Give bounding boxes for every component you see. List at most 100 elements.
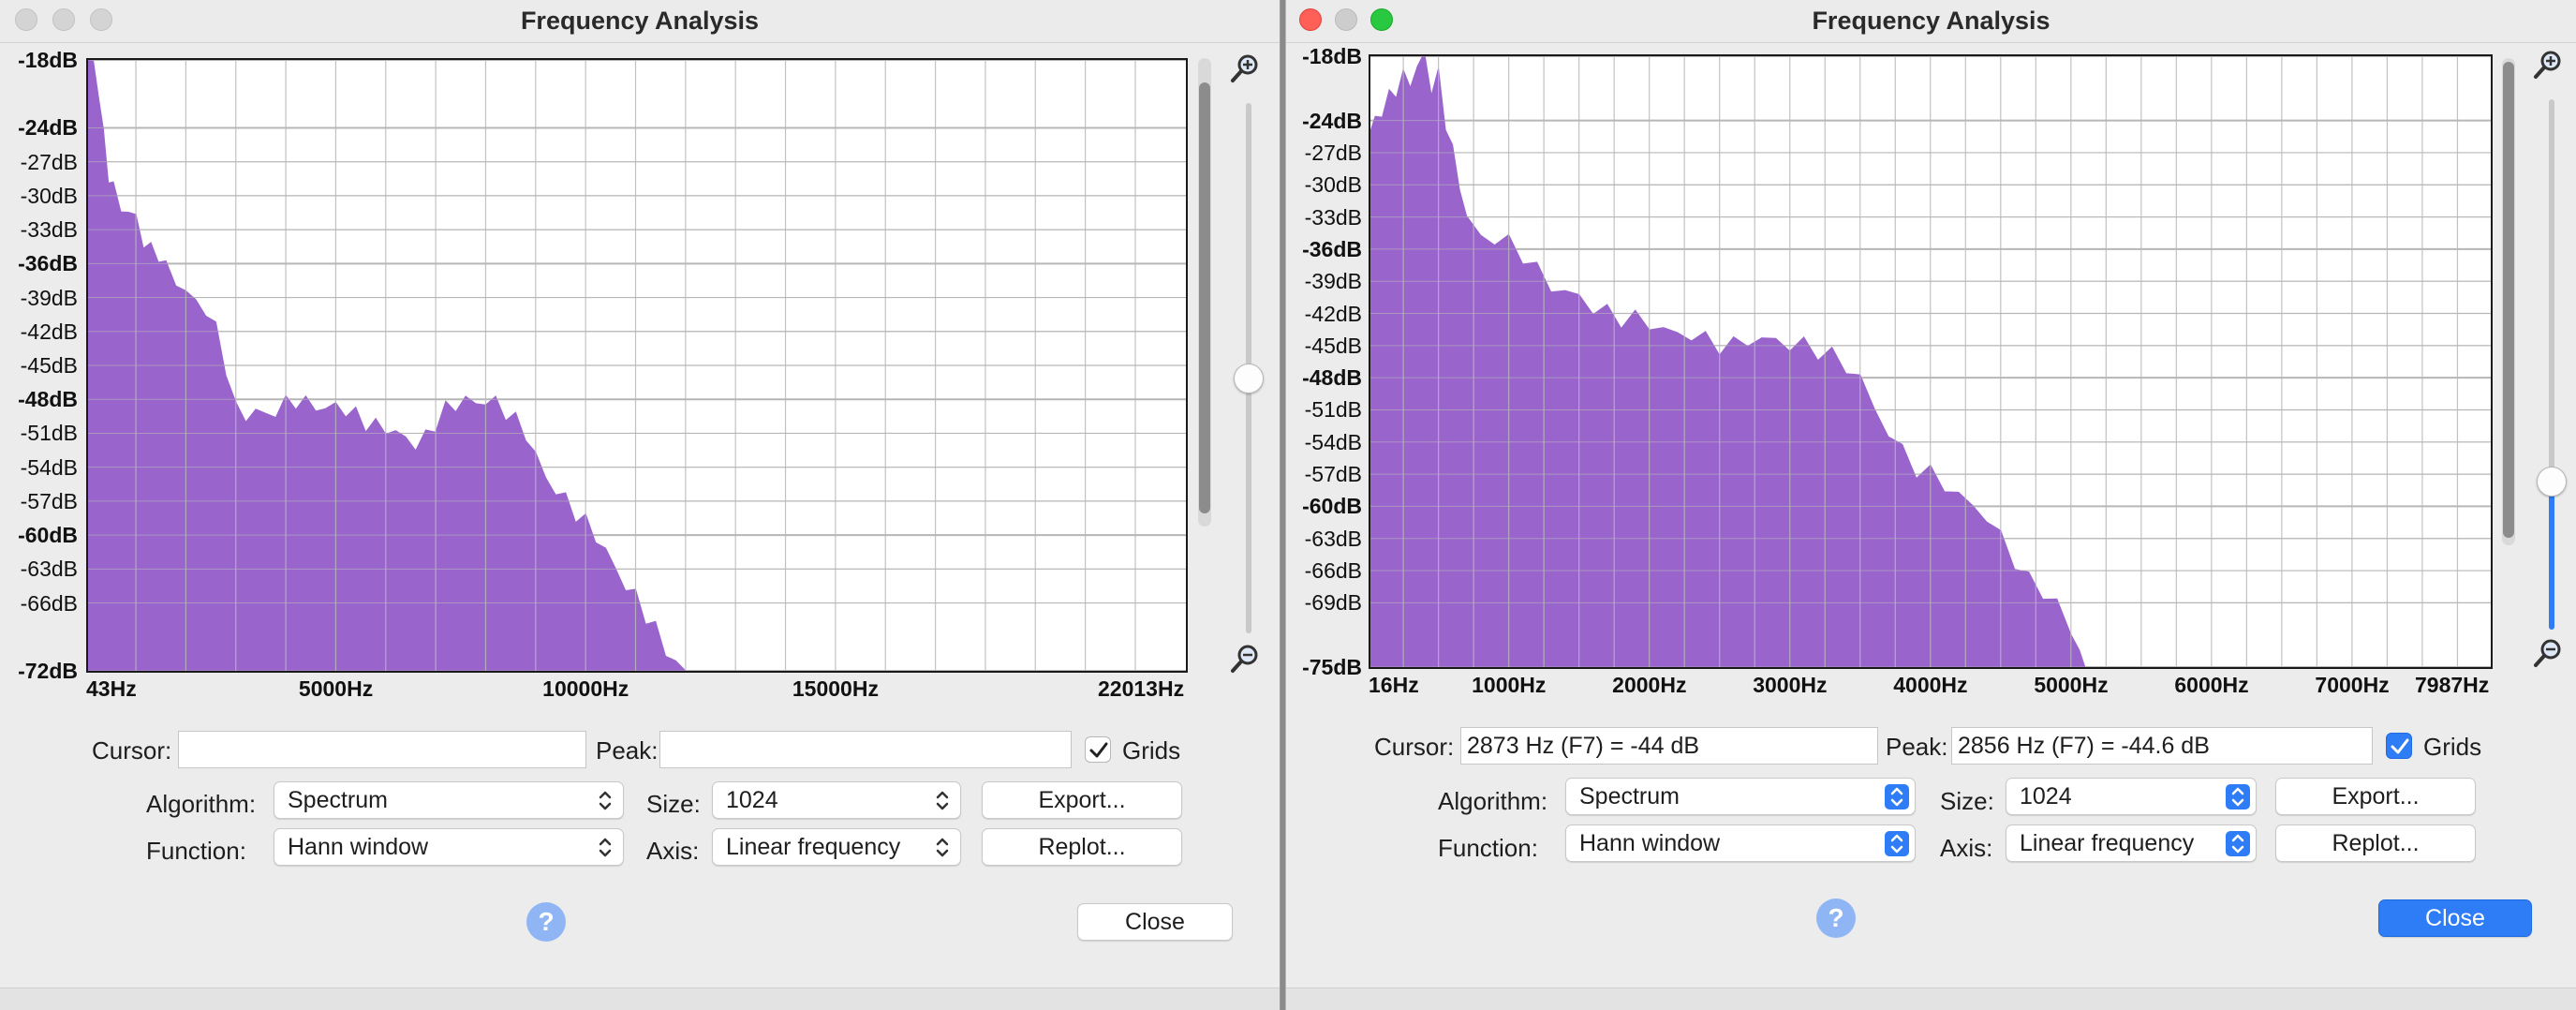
x-tick-label: 22013Hz: [1098, 676, 1185, 701]
y-tick-label: -57dB: [1304, 462, 1362, 487]
scrollbar-thumb[interactable]: [2503, 62, 2514, 538]
x-tick-label: 7987Hz: [2415, 673, 2490, 697]
grids-label: Grids: [2423, 733, 2482, 761]
function-select-value: Hann window: [288, 834, 429, 860]
y-tick-label: -18dB: [1302, 44, 1362, 68]
y-tick-label: -45dB: [20, 353, 78, 378]
axis-select-value: Linear frequency: [2020, 830, 2195, 856]
size-select[interactable]: 1024: [2006, 778, 2257, 815]
chevron-updown-icon: [1885, 831, 1909, 856]
zoom-in-icon[interactable]: [2532, 49, 2564, 81]
y-tick-label: -48dB: [1302, 365, 1362, 391]
x-tick-label: 5000Hz: [298, 676, 374, 701]
y-tick-label: -54dB: [1304, 429, 1362, 454]
title-bar: Frequency Analysis: [0, 0, 1280, 43]
close-button[interactable]: Close: [2378, 899, 2532, 937]
y-tick-label: -60dB: [18, 523, 78, 548]
grids-label: Grids: [1122, 736, 1181, 765]
y-tick-label: -66dB: [20, 590, 78, 616]
export-button[interactable]: Export...: [982, 781, 1182, 819]
peak-readout-field[interactable]: [659, 731, 1072, 768]
zoom-window-icon[interactable]: [90, 8, 112, 31]
window-bottom-edge: [0, 988, 1280, 1010]
x-tick-label: 1000Hz: [1472, 673, 1547, 697]
frequency-analysis-window-right: Frequency Analysis -18dB -24dB -27dB -30dB -…: [1285, 0, 2576, 1010]
spectrum-area: [1370, 56, 2086, 667]
zoom-out-icon[interactable]: [1229, 643, 1261, 675]
zoom-window-icon[interactable]: [1370, 8, 1393, 31]
peak-readout-field[interactable]: 2856 Hz (F7) = -44.6 dB: [1951, 727, 2373, 765]
axis-select[interactable]: Linear frequency: [712, 828, 961, 866]
minimize-window-icon[interactable]: [52, 8, 75, 31]
frequency-analysis-window-left: Frequency Analysis -18dB -24dB -27dB -30dB -…: [0, 0, 1281, 1010]
window-title: Frequency Analysis: [1812, 7, 2050, 35]
checkmark-icon: [1089, 742, 1108, 758]
replot-button[interactable]: Replot...: [982, 828, 1182, 866]
axis-select-value: Linear frequency: [726, 834, 901, 860]
replot-button[interactable]: Replot...: [2275, 824, 2476, 862]
cursor-readout-field[interactable]: [178, 731, 586, 768]
y-tick-label: -39dB: [1304, 269, 1362, 294]
y-tick-label: -42dB: [20, 319, 78, 344]
size-select-value: 1024: [726, 787, 778, 813]
y-tick-label: -24dB: [1302, 108, 1362, 133]
cursor-label: Cursor:: [92, 736, 172, 765]
axis-label: Axis:: [646, 837, 700, 865]
y-tick-label: -75dB: [1302, 655, 1362, 679]
grids-checkbox[interactable]: [1085, 736, 1111, 763]
window-title: Frequency Analysis: [520, 7, 760, 35]
chevron-updown-icon: [599, 791, 612, 810]
zoom-slider-track[interactable]: [2549, 99, 2554, 630]
zoom-in-icon[interactable]: [1229, 52, 1261, 84]
y-tick-label: -51dB: [20, 421, 78, 446]
x-tick-label: 5000Hz: [2034, 673, 2109, 697]
algorithm-select[interactable]: Spectrum: [1565, 778, 1916, 815]
y-tick-label: -66dB: [1304, 558, 1362, 584]
close-window-icon[interactable]: [1299, 8, 1322, 31]
x-tick-label: 6000Hz: [2174, 673, 2249, 697]
algorithm-select[interactable]: Spectrum: [274, 781, 624, 819]
grids-checkbox[interactable]: [2386, 733, 2412, 759]
scrollbar-thumb[interactable]: [1199, 82, 1210, 513]
x-tick-label: 7000Hz: [2315, 673, 2390, 697]
close-window-icon[interactable]: [15, 8, 37, 31]
algorithm-select-value: Spectrum: [288, 787, 388, 813]
algorithm-select-value: Spectrum: [1579, 783, 1680, 809]
spectrum-plot[interactable]: [86, 58, 1188, 673]
y-tick-label: -51dB: [1304, 397, 1362, 423]
size-select[interactable]: 1024: [712, 781, 961, 819]
function-select[interactable]: Hann window: [1565, 824, 1916, 862]
vertical-scrollbar[interactable]: [1198, 58, 1211, 527]
y-tick-label: -57dB: [20, 488, 78, 513]
function-select[interactable]: Hann window: [274, 828, 624, 866]
chevron-updown-icon: [599, 838, 612, 857]
close-button[interactable]: Close: [1077, 903, 1233, 941]
checkmark-icon: [2391, 738, 2409, 754]
zoom-slider-knob[interactable]: [1234, 364, 1264, 394]
spectrum-plot[interactable]: [1369, 54, 2493, 669]
axis-label: Axis:: [1940, 834, 1993, 862]
axis-select[interactable]: Linear frequency: [2006, 824, 2257, 862]
size-label: Size:: [1940, 787, 1994, 815]
function-label: Function:: [146, 837, 246, 865]
chevron-updown-icon: [936, 791, 949, 810]
help-icon[interactable]: ?: [1816, 899, 1856, 938]
zoom-slider-knob[interactable]: [2537, 466, 2567, 497]
peak-label: Peak:: [1886, 733, 1948, 761]
y-tick-label: -27dB: [1304, 140, 1362, 165]
export-button[interactable]: Export...: [2275, 778, 2476, 815]
spectrum-chart: [1370, 56, 2491, 667]
y-tick-label: -36dB: [1302, 236, 1362, 261]
spectrum-chart: [88, 60, 1186, 671]
y-tick-label: -36dB: [18, 251, 78, 276]
vertical-scrollbar[interactable]: [2502, 58, 2515, 545]
y-tick-label: -69dB: [1304, 590, 1362, 616]
y-tick-label: -30dB: [20, 183, 78, 208]
chevron-updown-icon: [2226, 831, 2250, 856]
zoom-out-icon[interactable]: [2532, 637, 2564, 669]
minimize-window-icon[interactable]: [1335, 8, 1357, 31]
cursor-readout-field[interactable]: 2873 Hz (F7) = -44 dB: [1460, 727, 1878, 765]
help-icon[interactable]: ?: [526, 902, 566, 942]
cursor-label: Cursor:: [1374, 733, 1455, 761]
x-tick-label: 10000Hz: [542, 676, 629, 701]
